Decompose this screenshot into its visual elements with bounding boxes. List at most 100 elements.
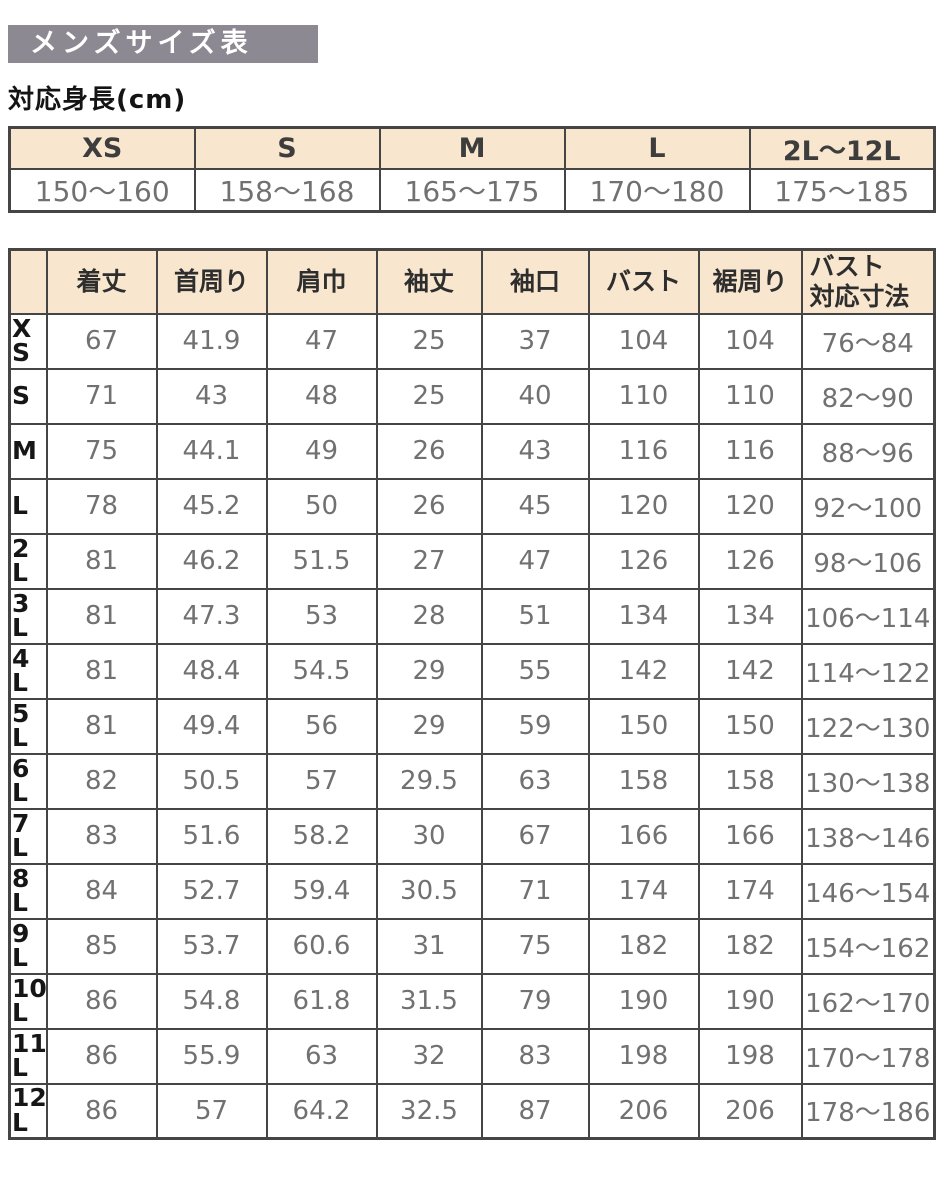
size-column-header: バスト 対応寸法 xyxy=(800,248,936,315)
size-value-cell: 134 xyxy=(697,587,803,645)
size-row-label: S xyxy=(8,367,48,425)
size-value-cell: 45 xyxy=(480,477,590,535)
size-value-cell: 49 xyxy=(265,422,378,480)
size-value-cell: 150 xyxy=(587,697,700,755)
size-value-cell: 150 xyxy=(697,697,803,755)
height-table-value-row: 150〜160 158〜168 165〜175 170〜180 175〜185 xyxy=(8,168,936,213)
height-table-heading: 対応身長(cm) xyxy=(8,85,187,115)
size-value-cell: 86 xyxy=(45,1027,158,1085)
size-value-cell: 178〜186 xyxy=(800,1082,936,1140)
size-value-cell: 158 xyxy=(697,752,803,810)
size-value-cell: 55 xyxy=(480,642,590,700)
size-value-cell: 190 xyxy=(587,972,700,1030)
size-value-cell: 49.4 xyxy=(155,697,268,755)
size-value-cell: 174 xyxy=(697,862,803,920)
size-row-label: X S xyxy=(8,312,48,370)
size-value-cell: 54.8 xyxy=(155,972,268,1030)
size-value-cell: 26 xyxy=(375,422,483,480)
size-table-row: 4 L 81 48.4 54.5 29 55 142 142 114〜122 xyxy=(8,642,936,700)
size-value-cell: 116 xyxy=(697,422,803,480)
size-value-cell: 71 xyxy=(480,862,590,920)
size-row-label: M xyxy=(8,422,48,480)
size-column-header: 袖口 xyxy=(480,248,590,315)
size-value-cell: 28 xyxy=(375,587,483,645)
size-value-cell: 92〜100 xyxy=(800,477,936,535)
size-value-cell: 59 xyxy=(480,697,590,755)
size-value-cell: 81 xyxy=(45,642,158,700)
size-value-cell: 142 xyxy=(697,642,803,700)
size-value-cell: 63 xyxy=(265,1027,378,1085)
size-column-header: 首周り xyxy=(155,248,268,315)
size-value-cell: 75 xyxy=(45,422,158,480)
size-table: 着丈 首周り 肩巾 袖丈 袖口 バスト 裾周り バスト 対応寸法 X S 67 41.9 47 25 3… xyxy=(8,248,936,1140)
size-row-label: 6 L xyxy=(8,752,48,810)
size-value-cell: 47.3 xyxy=(155,587,268,645)
size-value-cell: 88〜96 xyxy=(800,422,936,480)
size-value-cell: 110 xyxy=(697,367,803,425)
size-value-cell: 85 xyxy=(45,917,158,975)
size-value-cell: 40 xyxy=(480,367,590,425)
size-value-cell: 58.2 xyxy=(265,807,378,865)
size-value-cell: 134 xyxy=(587,587,700,645)
size-value-cell: 190 xyxy=(697,972,803,1030)
size-table-row: 6 L 82 50.5 57 29.5 63 158 158 130〜138 xyxy=(8,752,936,810)
size-value-cell: 63 xyxy=(480,752,590,810)
size-value-cell: 67 xyxy=(480,807,590,865)
size-row-label: 8 L xyxy=(8,862,48,920)
size-value-cell: 29.5 xyxy=(375,752,483,810)
size-table-row: 2 L 81 46.2 51.5 27 47 126 126 98〜106 xyxy=(8,532,936,590)
size-value-cell: 120 xyxy=(697,477,803,535)
size-column-header: バスト xyxy=(587,248,700,315)
size-value-cell: 51.5 xyxy=(265,532,378,590)
size-value-cell: 25 xyxy=(375,367,483,425)
size-value-cell: 47 xyxy=(480,532,590,590)
size-value-cell: 43 xyxy=(155,367,268,425)
size-row-label: 3 L xyxy=(8,587,48,645)
height-range-cell: 165〜175 xyxy=(378,168,566,213)
size-value-cell: 142 xyxy=(587,642,700,700)
height-size-header: L xyxy=(563,126,751,170)
size-value-cell: 79 xyxy=(480,972,590,1030)
size-table-row: 5 L 81 49.4 56 29 59 150 150 122〜130 xyxy=(8,697,936,755)
size-row-label: 4 L xyxy=(8,642,48,700)
size-row-label: 12 L xyxy=(8,1082,48,1140)
corner-cell xyxy=(8,248,48,315)
size-table-row: 12 L 86 57 64.2 32.5 87 206 206 178〜186 xyxy=(8,1082,936,1140)
page-title: メンズサイズ表 xyxy=(8,25,318,63)
size-value-cell: 130〜138 xyxy=(800,752,936,810)
size-column-header: 着丈 xyxy=(45,248,158,315)
size-row-label: 2 L xyxy=(8,532,48,590)
size-value-cell: 166 xyxy=(697,807,803,865)
size-value-cell: 126 xyxy=(697,532,803,590)
size-value-cell: 206 xyxy=(587,1082,700,1140)
size-value-cell: 182 xyxy=(587,917,700,975)
size-value-cell: 98〜106 xyxy=(800,532,936,590)
size-column-header: 裾周り xyxy=(697,248,803,315)
size-value-cell: 82 xyxy=(45,752,158,810)
size-value-cell: 52.7 xyxy=(155,862,268,920)
size-value-cell: 166 xyxy=(587,807,700,865)
size-table-row: 10 L 86 54.8 61.8 31.5 79 190 190 162〜170 xyxy=(8,972,936,1030)
size-value-cell: 43 xyxy=(480,422,590,480)
size-value-cell: 57 xyxy=(155,1082,268,1140)
size-value-cell: 29 xyxy=(375,697,483,755)
size-value-cell: 64.2 xyxy=(265,1082,378,1140)
height-size-header: XS xyxy=(8,126,196,170)
size-value-cell: 110 xyxy=(587,367,700,425)
size-value-cell: 154〜162 xyxy=(800,917,936,975)
size-value-cell: 29 xyxy=(375,642,483,700)
size-value-cell: 75 xyxy=(480,917,590,975)
size-table-row: 8 L 84 52.7 59.4 30.5 71 174 174 146〜154 xyxy=(8,862,936,920)
size-value-cell: 81 xyxy=(45,532,158,590)
size-value-cell: 116 xyxy=(587,422,700,480)
size-table-row: S 71 43 48 25 40 110 110 82〜90 xyxy=(8,367,936,425)
height-size-header: M xyxy=(378,126,566,170)
size-value-cell: 170〜178 xyxy=(800,1027,936,1085)
mens-size-chart-page: メンズサイズ表 対応身長(cm) XS S M L 2L〜12L 150〜160 158〜… xyxy=(8,25,936,1140)
size-table-row: 11 L 86 55.9 63 32 83 198 198 170〜178 xyxy=(8,1027,936,1085)
size-value-cell: 122〜130 xyxy=(800,697,936,755)
size-value-cell: 146〜154 xyxy=(800,862,936,920)
size-value-cell: 158 xyxy=(587,752,700,810)
size-value-cell: 78 xyxy=(45,477,158,535)
size-table-row: 3 L 81 47.3 53 28 51 134 134 106〜114 xyxy=(8,587,936,645)
